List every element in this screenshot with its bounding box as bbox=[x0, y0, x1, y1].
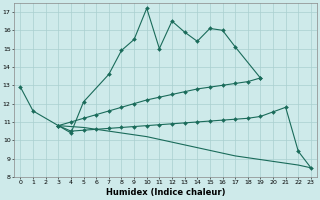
X-axis label: Humidex (Indice chaleur): Humidex (Indice chaleur) bbox=[106, 188, 225, 197]
